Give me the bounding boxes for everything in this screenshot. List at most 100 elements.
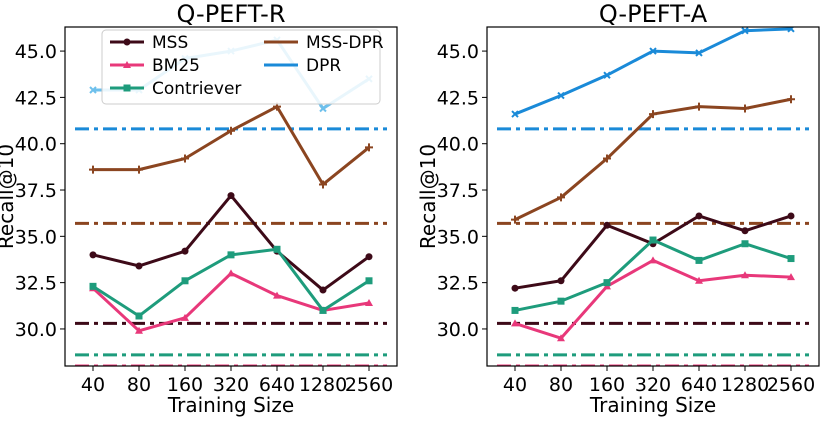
data-point-mss-dpr (135, 165, 143, 174)
data-point-bm25 (741, 271, 749, 279)
panel-title: Q-PEFT-R (176, 0, 285, 28)
x-tick-label: 1280 (721, 374, 769, 396)
legend-label: MSS-DPR (306, 33, 384, 53)
data-point-mss-dpr (89, 165, 97, 174)
data-point-bm25 (365, 299, 373, 307)
data-point-mss-dpr (649, 110, 657, 119)
x-tick-label: 320 (213, 374, 249, 396)
data-point-dpr (741, 27, 749, 35)
x-tick-label: 160 (167, 374, 203, 396)
data-point-contriever (319, 306, 327, 314)
data-point-contriever (695, 256, 703, 264)
data-point-dpr (649, 47, 657, 55)
data-point-contriever (89, 282, 97, 290)
y-tick-label: 37.5 (437, 180, 479, 202)
legend-item: MSS (110, 33, 188, 53)
data-point-bm25 (695, 276, 703, 284)
x-tick-label: 2560 (767, 374, 815, 396)
y-tick-label: 40.0 (437, 134, 479, 156)
data-point-dpr (695, 49, 703, 57)
y-tick-label: 35.0 (437, 226, 479, 248)
data-point-mss-dpr (365, 143, 373, 152)
x-tick-label: 40 (503, 374, 527, 396)
data-point-contriever (511, 306, 519, 314)
x-axis-label: Training Size (167, 393, 294, 417)
y-tick-label: 37.5 (15, 180, 57, 202)
data-point-contriever (181, 277, 189, 285)
y-tick-label: 32.5 (437, 273, 479, 295)
y-tick-label: 35.0 (15, 226, 57, 248)
y-tick-label: 30.0 (15, 319, 57, 341)
data-point-mss (135, 262, 143, 270)
data-point-mss (181, 247, 189, 255)
y-tick-label: 30.0 (437, 319, 479, 341)
data-point-dpr (89, 86, 97, 94)
data-point-mss (603, 221, 611, 229)
data-point-mss-dpr (227, 126, 235, 135)
data-point-dpr (557, 91, 565, 100)
data-point-mss-dpr (511, 215, 519, 224)
data-point-mss-dpr (319, 180, 327, 189)
x-axis-label: Training Size (589, 393, 716, 417)
x-tick-label: 2560 (345, 374, 393, 396)
data-point-mss-dpr (787, 95, 795, 104)
y-tick-label: 40.0 (15, 134, 57, 156)
legend: MSS BM25 Contriever MSS-DPR DPR (101, 29, 384, 105)
data-point-mss (227, 192, 235, 200)
y-tick-label: 42.5 (15, 87, 57, 109)
legend-marker (123, 84, 131, 92)
data-point-dpr (603, 71, 611, 79)
x-tick-label: 80 (127, 374, 151, 396)
data-point-bm25 (273, 291, 281, 299)
data-point-dpr (787, 27, 795, 33)
data-point-mss-dpr (557, 193, 565, 202)
panel-1: Q-PEFT-R 30.0 32.5 35.0 37.5 40.0 42.5 45.0 40 80… (0, 0, 398, 417)
data-point-mss (741, 227, 749, 235)
panel-title: Q-PEFT-A (599, 0, 708, 28)
data-point-bm25 (557, 334, 565, 342)
data-point-contriever (603, 279, 611, 287)
data-point-contriever (273, 245, 281, 253)
series-group (89, 36, 373, 334)
series-group (511, 27, 795, 342)
x-tick-label: 640 (681, 374, 717, 396)
series-line-contriever (92, 247, 370, 318)
data-point-contriever (227, 251, 235, 259)
y-tick-label: 32.5 (15, 273, 57, 295)
legend-item: Contriever (110, 79, 241, 99)
x-tick-label: 80 (549, 374, 573, 396)
data-point-dpr (511, 110, 519, 118)
data-point-contriever (365, 277, 373, 285)
plot-frame (486, 26, 820, 367)
series-line-bm25 (514, 258, 792, 340)
x-tick-label: 320 (635, 374, 671, 396)
y-axis-label: Recall@10 (416, 144, 440, 249)
data-point-contriever (135, 312, 143, 320)
y-tick-label: 42.5 (437, 87, 479, 109)
data-point-bm25 (227, 269, 235, 277)
data-point-contriever (557, 297, 565, 305)
data-point-mss (557, 277, 565, 285)
legend-marker (123, 61, 131, 68)
data-point-mss-dpr (695, 102, 703, 111)
x-tick-label: 40 (81, 374, 105, 396)
data-point-mss (787, 212, 795, 220)
legend-item: BM25 (110, 56, 200, 76)
legend-label: DPR (306, 56, 341, 76)
data-point-contriever (787, 255, 795, 263)
data-point-dpr (319, 104, 327, 113)
data-point-bm25 (181, 313, 189, 321)
data-point-mss (511, 284, 519, 292)
panel-2: Q-PEFT-A 30.0 32.5 35.0 37.5 40.0 42.5 45.0 40 80… (416, 0, 820, 417)
legend-marker (123, 38, 131, 46)
data-point-contriever (649, 236, 657, 244)
x-tick-label: 1280 (299, 374, 347, 396)
y-tick-label: 45.0 (15, 41, 57, 63)
data-point-contriever (741, 240, 749, 248)
baselines (497, 127, 809, 366)
data-point-mss (319, 286, 327, 294)
data-point-bm25 (135, 326, 143, 334)
data-point-mss-dpr (181, 154, 189, 163)
